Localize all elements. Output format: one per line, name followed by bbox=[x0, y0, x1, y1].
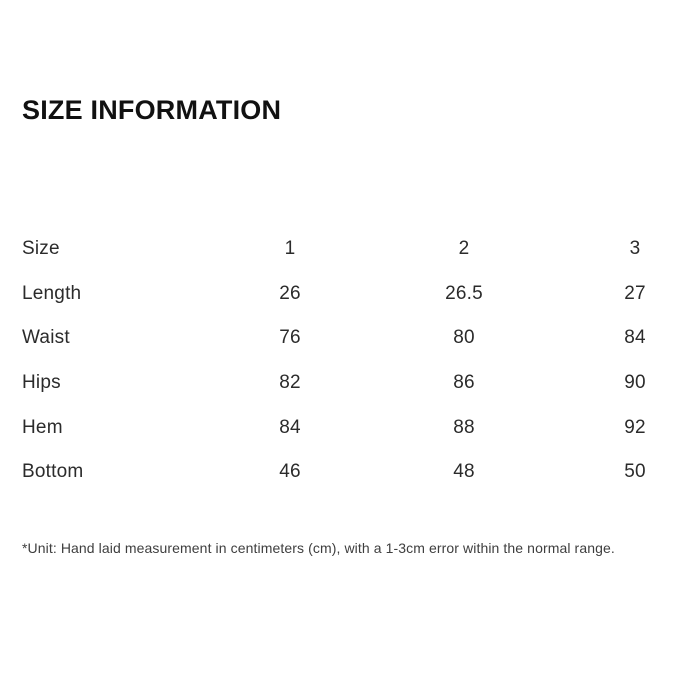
table-cell-waist-3: 84 bbox=[624, 327, 646, 349]
table-cell-length-2: 26.5 bbox=[445, 282, 483, 304]
unit-footnote: *Unit: Hand laid measurement in centimet… bbox=[22, 540, 615, 556]
table-cell-bottom-1: 46 bbox=[279, 461, 301, 483]
table-cell-length-3: 27 bbox=[624, 282, 646, 304]
table-cell-size-1: 1 bbox=[284, 238, 296, 260]
row-label-hem: Hem bbox=[22, 416, 63, 438]
table-cell-size-3: 3 bbox=[629, 238, 641, 260]
size-table: Size 1 2 3 Length 26 26.5 27 Waist 76 80… bbox=[22, 227, 700, 495]
table-cell-hips-3: 90 bbox=[624, 372, 646, 394]
table-cell-hips-1: 82 bbox=[279, 372, 301, 394]
page-title: SIZE INFORMATION bbox=[22, 95, 282, 125]
table-cell-hem-1: 84 bbox=[279, 416, 301, 438]
table-cell-bottom-2: 48 bbox=[453, 461, 475, 483]
table-cell-hem-3: 92 bbox=[624, 416, 646, 438]
row-label-size: Size bbox=[22, 238, 60, 260]
row-label-bottom: Bottom bbox=[22, 461, 84, 483]
table-cell-size-2: 2 bbox=[458, 238, 470, 260]
table-cell-waist-1: 76 bbox=[279, 327, 301, 349]
row-label-length: Length bbox=[22, 282, 82, 304]
row-label-hips: Hips bbox=[22, 372, 61, 394]
table-cell-length-1: 26 bbox=[279, 282, 301, 304]
table-cell-waist-2: 80 bbox=[453, 327, 475, 349]
row-label-waist: Waist bbox=[22, 327, 70, 349]
table-cell-hips-2: 86 bbox=[453, 372, 475, 394]
table-cell-hem-2: 88 bbox=[453, 416, 475, 438]
table-cell-bottom-3: 50 bbox=[624, 461, 646, 483]
